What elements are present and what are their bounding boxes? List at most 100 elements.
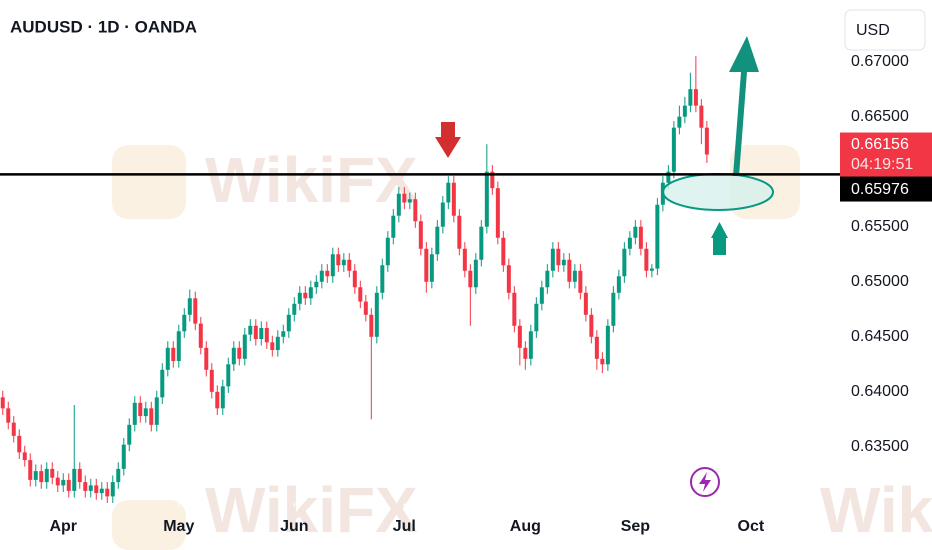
candle-body	[198, 323, 203, 348]
candle-body	[418, 221, 423, 249]
watermarks: WikiFX WikiFX WikiFX	[112, 144, 932, 550]
currency-label: USD	[856, 22, 890, 39]
candle-body	[28, 460, 33, 480]
candle-body	[297, 292, 302, 304]
candle-body	[193, 298, 198, 324]
candle-body	[435, 226, 440, 255]
candle-body	[88, 485, 93, 491]
candle-body	[132, 402, 137, 425]
candle-body	[484, 171, 489, 227]
candle-body	[490, 171, 495, 189]
up-arrow	[711, 222, 728, 255]
candle-body	[39, 471, 44, 483]
candle-body	[226, 364, 231, 387]
candle-body	[231, 347, 236, 365]
x-tick-label: Sep	[621, 518, 651, 535]
last-price: 0.66156	[851, 136, 909, 153]
candle-body	[363, 301, 368, 315]
candle-body	[330, 254, 335, 277]
candle-body	[275, 336, 280, 351]
y-tick-label: 0.65000	[851, 273, 909, 290]
x-tick-label: Jul	[393, 518, 416, 535]
down-arrow	[435, 122, 461, 158]
candle-body	[248, 325, 253, 335]
watermark: WikiFX	[205, 474, 418, 546]
candle-body	[160, 369, 165, 398]
candle-body	[83, 482, 88, 491]
candle-body	[391, 215, 396, 238]
up-trend-arrow	[729, 36, 759, 176]
candle-body	[281, 331, 286, 337]
candle-body	[693, 89, 698, 106]
candle-body	[699, 105, 704, 128]
candle-body	[149, 408, 154, 425]
candle-body	[61, 479, 66, 486]
candle-body	[385, 237, 390, 266]
candle-body	[611, 292, 616, 326]
candle-body	[22, 452, 27, 461]
candle-body	[517, 325, 522, 348]
candle-body	[187, 298, 192, 315]
candle-body	[171, 347, 176, 362]
candle-body	[572, 270, 577, 282]
candle-body	[567, 259, 572, 282]
x-tick-label: Jun	[280, 518, 308, 535]
candle-body	[110, 482, 115, 497]
x-tick-label: Apr	[49, 518, 77, 535]
candle-body	[66, 479, 71, 491]
candle-body	[495, 188, 500, 238]
candle-body	[220, 386, 225, 409]
candle-body	[545, 270, 550, 288]
candle-body	[292, 303, 297, 315]
candle-body	[649, 268, 654, 271]
candle-body	[413, 199, 418, 222]
y-tick-label: 0.63500	[851, 438, 909, 455]
candle-body	[253, 325, 258, 340]
candle-body	[424, 248, 429, 282]
candle-body	[121, 444, 126, 469]
candle-body	[341, 259, 346, 266]
candle-body	[336, 254, 341, 266]
watermark: WikiFX	[205, 144, 418, 216]
candle-body	[682, 105, 687, 117]
candle-body	[506, 265, 511, 293]
candle-body	[556, 248, 561, 266]
candle-body	[374, 292, 379, 337]
candle-body	[473, 259, 478, 288]
candle-body	[688, 89, 693, 106]
candle-body	[380, 265, 385, 293]
last-price-tag	[840, 132, 932, 177]
y-tick-label: 0.67000	[851, 53, 909, 70]
candle-body	[72, 468, 77, 491]
candle-body	[50, 468, 55, 478]
candle-body	[99, 488, 104, 494]
candle-body	[0, 397, 5, 409]
candle-body	[594, 336, 599, 359]
candle-body	[77, 468, 82, 483]
candle-body	[589, 314, 594, 337]
chart-title: AUDUSD · 1D · OANDA	[10, 17, 197, 36]
candle-body	[501, 237, 506, 266]
candle-body	[402, 193, 407, 203]
y-tick-label: 0.64500	[851, 328, 909, 345]
candle-body	[325, 270, 330, 277]
candle-body	[6, 408, 11, 423]
candle-body	[561, 259, 566, 266]
candle-body	[677, 116, 682, 128]
currency-button[interactable]	[844, 9, 926, 51]
candle-body	[352, 270, 357, 288]
candle-body	[33, 471, 38, 480]
candle-body	[116, 468, 121, 483]
candle-body	[154, 397, 159, 425]
watermark-logo	[112, 145, 186, 219]
candle-body	[407, 199, 412, 203]
candle-body	[165, 347, 170, 370]
candle-body	[127, 424, 132, 445]
candle-body	[600, 358, 605, 365]
candle-body	[369, 314, 374, 337]
candle-body	[583, 292, 588, 315]
candle-body	[539, 287, 544, 304]
candle-body	[215, 391, 220, 409]
